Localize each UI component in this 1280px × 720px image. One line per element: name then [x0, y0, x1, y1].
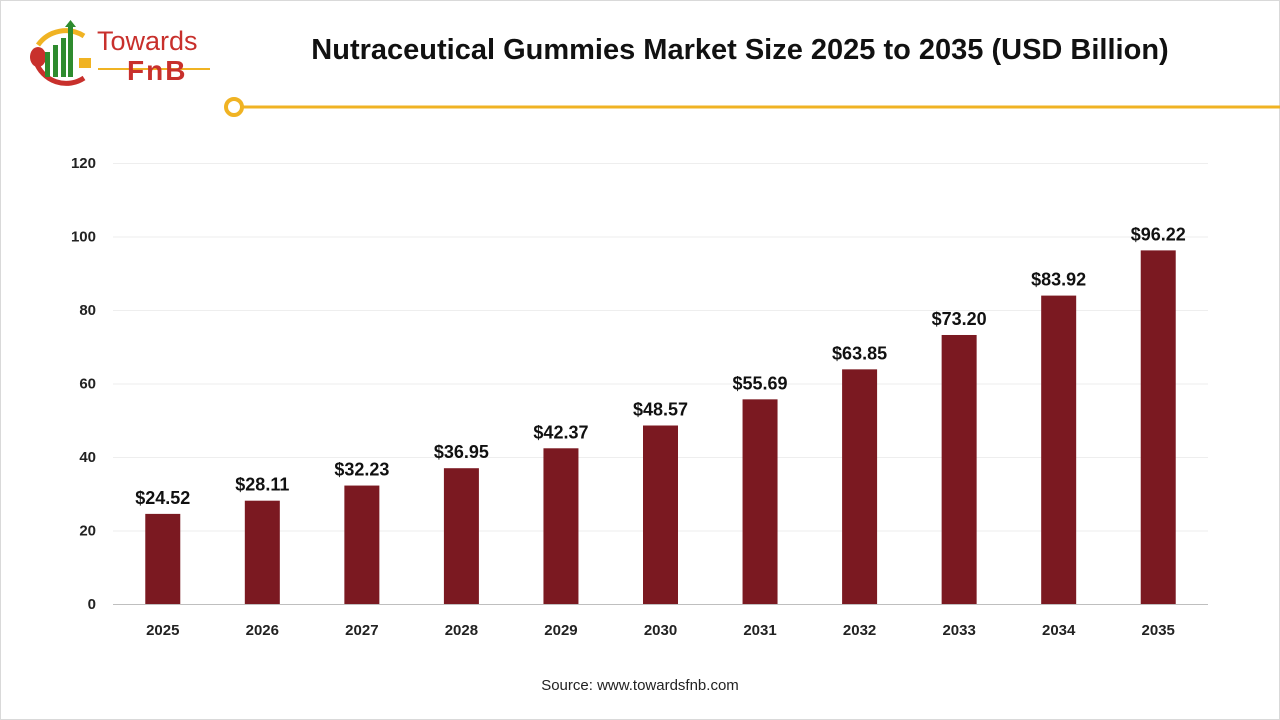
- bar-2030: [643, 425, 678, 604]
- data-label: $83.92: [1031, 270, 1086, 290]
- bar-2035: [1140, 250, 1176, 605]
- data-label: $36.95: [434, 442, 489, 462]
- y-tick-label: 100: [71, 229, 96, 246]
- logo-text: Towards: [97, 26, 198, 56]
- y-tick-label: 60: [79, 376, 96, 393]
- bar-2027: [344, 485, 380, 604]
- bar-2032: [842, 369, 878, 604]
- bar-2033: [941, 334, 977, 604]
- bar-2031: [742, 399, 778, 604]
- y-tick-label: 120: [71, 155, 96, 172]
- data-label: $55.69: [733, 373, 788, 393]
- y-tick-label: 80: [79, 302, 96, 319]
- y-tick-label: 0: [88, 596, 96, 613]
- source-note: Source: www.towardsfnb.com: [541, 677, 739, 694]
- data-label: $73.20: [932, 309, 987, 329]
- x-tick-label: 2035: [1142, 622, 1175, 639]
- x-tick-label: 2034: [1042, 622, 1076, 639]
- bar-2034: [1041, 295, 1077, 604]
- x-tick-label: 2029: [544, 622, 577, 639]
- x-tick-label: 2025: [146, 622, 179, 639]
- chart-title: Nutraceutical Gummies Market Size 2025 t…: [311, 34, 1169, 66]
- x-tick-label: 2028: [445, 622, 478, 639]
- accent-divider: [224, 97, 1280, 117]
- data-label: $42.37: [533, 422, 588, 442]
- x-tick-label: 2032: [843, 622, 876, 639]
- y-tick-label: 40: [79, 449, 96, 466]
- x-tick-label: 2030: [644, 622, 677, 639]
- data-label: $96.22: [1131, 224, 1186, 244]
- x-tick-label: 2027: [345, 622, 378, 639]
- bar-2026: [244, 500, 280, 604]
- bar-2028: [443, 468, 479, 604]
- data-label: $32.23: [334, 460, 389, 480]
- x-tick-label: 2033: [942, 622, 975, 639]
- logo-subtext: FnB: [127, 55, 188, 86]
- data-label: $63.85: [832, 343, 887, 363]
- data-label: $48.57: [633, 400, 688, 420]
- y-tick-label: 20: [79, 523, 96, 540]
- data-label: $24.52: [135, 488, 190, 508]
- bar-2025: [145, 513, 181, 604]
- logo-icon: [30, 20, 210, 86]
- x-tick-label: 2031: [743, 622, 776, 639]
- data-label: $28.11: [235, 475, 289, 495]
- x-tick-label: 2026: [246, 622, 279, 639]
- bar-2029: [543, 448, 579, 604]
